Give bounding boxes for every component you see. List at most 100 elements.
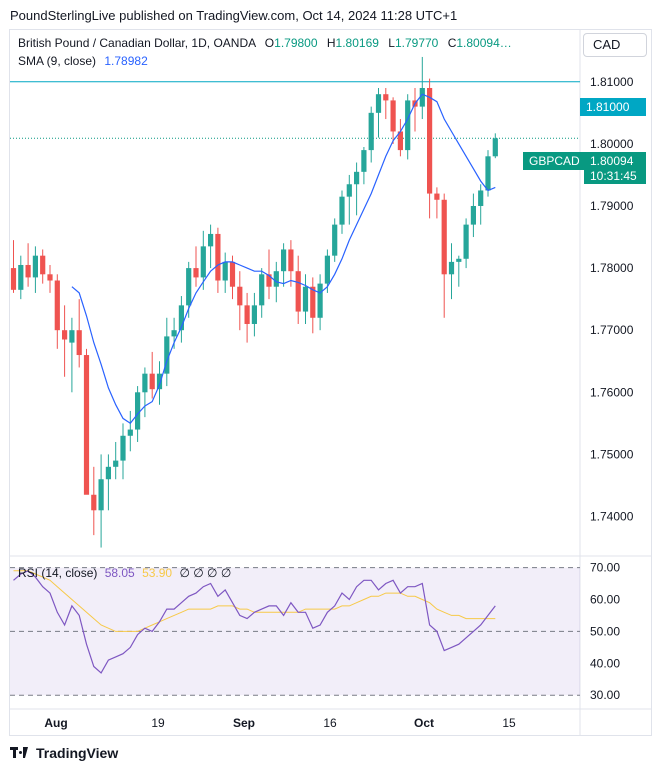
publisher-line: PoundSterlingLive published on TradingVi…	[10, 8, 458, 23]
candle-body	[10, 268, 17, 290]
open-label: O	[264, 36, 275, 50]
candle-body	[478, 190, 484, 206]
time-tick-label: Sep	[233, 716, 255, 730]
candle-body	[368, 112, 374, 151]
candle-body	[40, 255, 46, 275]
sma-value: 1.78982	[104, 54, 148, 68]
candle-body	[193, 268, 199, 278]
price-tick-label: 1.75000	[590, 447, 634, 461]
candle-body	[156, 373, 163, 390]
candle-body	[215, 233, 221, 281]
sma-label: SMA (9, close)	[18, 54, 97, 68]
price-tick-label: 1.74000	[590, 509, 634, 523]
candle-body	[251, 305, 257, 324]
rsi-line	[13, 570, 496, 674]
candle-body	[135, 392, 141, 430]
candle-body	[98, 479, 104, 511]
rsi-tick-label: 50.00	[590, 624, 620, 638]
candle-body	[354, 171, 360, 185]
candle-body	[317, 283, 323, 318]
candle-body	[485, 156, 491, 191]
price-tick-label: 1.81000	[590, 75, 634, 89]
candle-body	[441, 199, 447, 275]
candle-body	[69, 330, 75, 343]
candle-body	[375, 94, 382, 113]
price-tick-label: 1.80000	[590, 137, 634, 151]
candle-body	[346, 184, 352, 197]
rsi-tick-label: 60.00	[590, 592, 620, 606]
candle-body	[324, 255, 330, 284]
candle-body	[383, 94, 389, 101]
open-value: 1.79800	[274, 36, 318, 50]
currency-button[interactable]: CAD	[583, 33, 647, 57]
candle-body	[470, 205, 476, 225]
rsi-legend: RSI (14, close) 58.05 53.90 ∅ ∅ ∅ ∅	[18, 566, 231, 580]
candle-body	[339, 196, 345, 225]
time-tick-label: 15	[502, 716, 516, 730]
candle-body	[332, 224, 338, 256]
rsi-tick-label: 30.00	[590, 688, 620, 702]
candle-body	[164, 336, 170, 374]
candle-body	[76, 330, 82, 356]
candle-body	[120, 435, 126, 461]
candle-body	[149, 373, 155, 390]
candle-body	[208, 233, 214, 247]
sma-legend: SMA (9, close) 1.78982	[18, 54, 148, 68]
symbol-tag: GBPCAD	[523, 152, 586, 170]
candle-body	[222, 261, 228, 281]
candle-body	[244, 305, 250, 324]
candle-body	[54, 280, 60, 331]
candle-body	[281, 249, 287, 272]
low-label: L	[388, 36, 395, 50]
close-label: C	[447, 36, 457, 50]
rsi-label: RSI (14, close)	[18, 566, 98, 580]
candle-body	[259, 274, 265, 306]
candle-body	[288, 249, 294, 272]
rsi-value: 58.05	[104, 566, 135, 580]
candle-body	[397, 131, 403, 151]
candle-body	[25, 264, 31, 278]
time-tick-label: 19	[151, 716, 165, 730]
candle-body	[273, 271, 279, 287]
candle-body	[427, 87, 433, 194]
high-label: H	[326, 36, 336, 50]
candle-body	[83, 355, 90, 495]
chart-frame	[9, 29, 652, 736]
price-tick-label: 1.77000	[590, 323, 634, 337]
candle-body	[448, 261, 455, 275]
countdown-tag: 10:31:45	[584, 168, 646, 184]
price-legend: British Pound / Canadian Dollar, 1D, OAN…	[18, 36, 512, 50]
candle-body	[47, 274, 53, 281]
candle-body	[302, 286, 309, 312]
low-value: 1.79770	[394, 36, 439, 50]
candle-body	[295, 271, 301, 312]
candle-body	[405, 100, 411, 151]
candle-body	[237, 286, 243, 306]
candle-body	[105, 466, 111, 480]
time-tick-label: Oct	[414, 716, 434, 730]
candle-body	[186, 268, 192, 306]
candle-body	[361, 150, 367, 172]
candle-body	[266, 274, 272, 287]
time-tick-label: Aug	[44, 716, 67, 730]
candle-body	[229, 261, 236, 287]
footer: TradingView	[10, 745, 118, 761]
symbol-title: British Pound / Canadian Dollar, 1D, OAN…	[18, 36, 256, 50]
sma-line	[71, 93, 496, 425]
close-value: 1.80094…	[456, 36, 512, 50]
candle-body	[91, 494, 97, 511]
price-tick-label: 1.76000	[590, 385, 634, 399]
high-value: 1.80169	[335, 36, 379, 50]
candle-body	[492, 138, 498, 157]
price-tick-label: 1.78000	[590, 261, 634, 275]
candle-body	[142, 373, 148, 393]
candle-body	[171, 330, 177, 337]
candle-body	[434, 193, 440, 200]
last-price-tag: 1.80094	[584, 152, 646, 170]
rsi-tick-label: 70.00	[590, 561, 620, 575]
rsi-tick-label: 40.00	[590, 656, 620, 670]
footer-brand: TradingView	[36, 745, 119, 761]
candle-body	[127, 429, 133, 436]
candle-body	[456, 258, 462, 262]
